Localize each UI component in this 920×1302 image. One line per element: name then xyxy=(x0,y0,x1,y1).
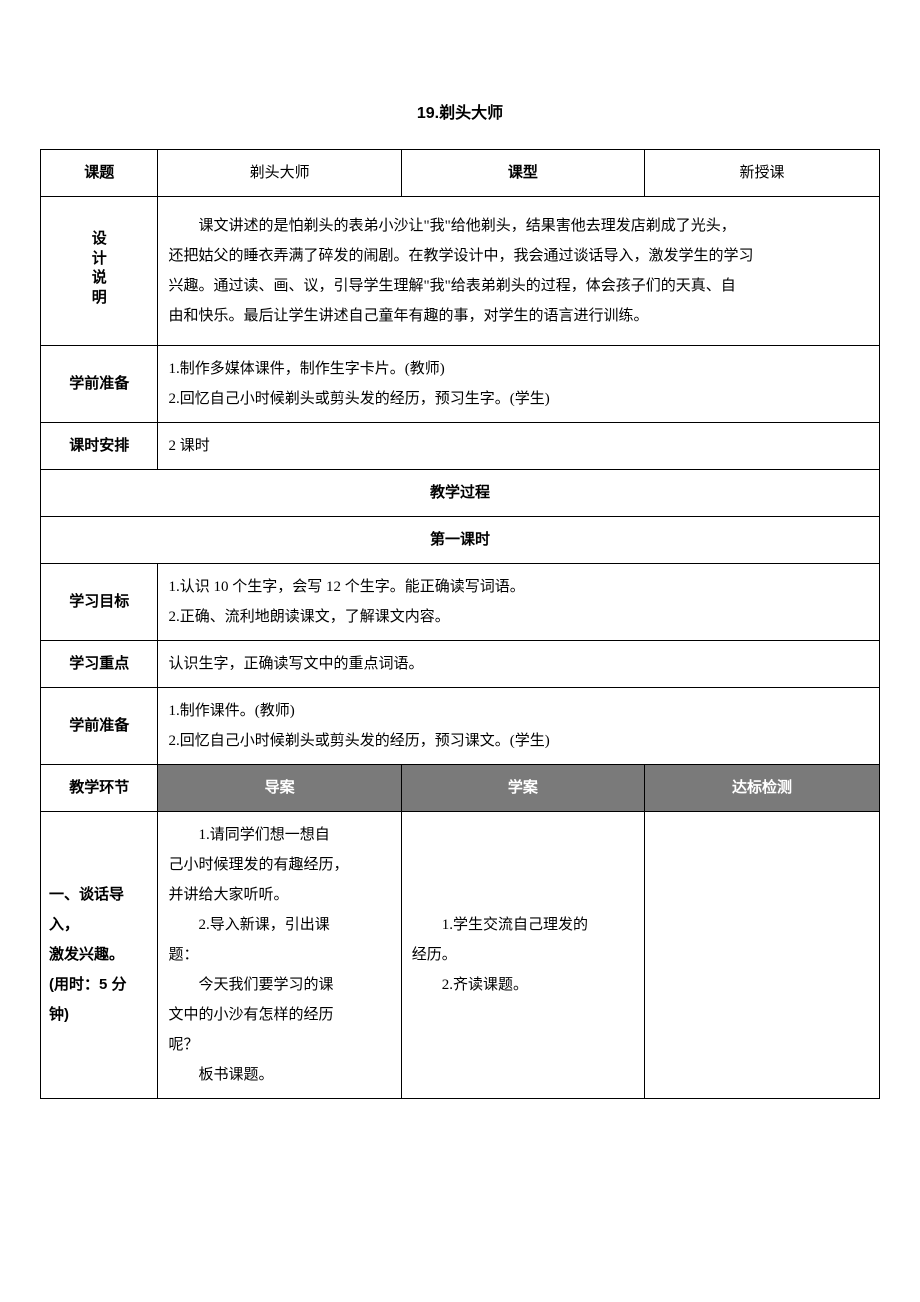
s1-label-line2: 激发兴趣。 xyxy=(49,940,147,970)
obj-line1: 1.认识 10 个生字，会写 12 个生字。能正确读写词语。 xyxy=(168,572,869,602)
prep1-line2: 2.回忆自己小时候剃头或剪头发的经历，预习生字。(学生) xyxy=(168,384,869,414)
s1-daoan-l5: 题： xyxy=(168,940,390,970)
s1-daoan-l4: 2.导入新课，引出课 xyxy=(168,910,390,940)
lesson-plan-table: 课题 剃头大师 课型 新授课 设计说明 课文讲述的是怕剃头的表弟小沙让"我"给他… xyxy=(40,149,880,1099)
preparation1-content: 1.制作多媒体课件，制作生字卡片。(教师) 2.回忆自己小时候剃头或剪头发的经历… xyxy=(158,345,880,422)
lesson-topic-label: 课题 xyxy=(41,149,158,196)
prep1-line1: 1.制作多媒体课件，制作生字卡片。(教师) xyxy=(168,354,869,384)
s1-daoan-l3: 并讲给大家听听。 xyxy=(168,880,390,910)
design-line1: 课文讲述的是怕剃头的表弟小沙让"我"给他剃头，结果害他去理发店剃成了光头， xyxy=(168,211,869,241)
s1-label-line3: (用时：5 分 xyxy=(49,970,147,1000)
objectives-content: 1.认识 10 个生字，会写 12 个生字。能正确读写词语。 2.正确、流利地朗… xyxy=(158,563,880,640)
section1-row: 一、谈话导入， 激发兴趣。 (用时：5 分 钟) 1.请同学们想一想自 己小时候… xyxy=(41,811,880,1098)
section1-dabiao xyxy=(645,811,880,1098)
preparation2-content: 1.制作课件。(教师) 2.回忆自己小时候剃头或剪头发的经历，预习课文。(学生) xyxy=(158,687,880,764)
s1-daoan-l6: 今天我们要学习的课 xyxy=(168,970,390,1000)
s1-label-line4: 钟) xyxy=(49,1000,147,1030)
s1-daoan-l7: 文中的小沙有怎样的经历 xyxy=(168,1000,390,1030)
design-label: 设计说明 xyxy=(41,196,158,345)
focus-value: 认识生字，正确读写文中的重点词语。 xyxy=(158,640,880,687)
prep2-line2: 2.回忆自己小时候剃头或剪头发的经历，预习课文。(学生) xyxy=(168,726,869,756)
preparation2-label: 学前准备 xyxy=(41,687,158,764)
process-header-row: 教学过程 xyxy=(41,469,880,516)
env-col3-label: 学案 xyxy=(401,764,644,811)
lesson-header-row: 第一课时 xyxy=(41,516,880,563)
lesson-header: 第一课时 xyxy=(41,516,880,563)
title-row: 课题 剃头大师 课型 新授课 xyxy=(41,149,880,196)
document-title: 19.剃头大师 xyxy=(40,100,880,129)
schedule-row: 课时安排 2 课时 xyxy=(41,422,880,469)
design-row: 设计说明 课文讲述的是怕剃头的表弟小沙让"我"给他剃头，结果害他去理发店剃成了光… xyxy=(41,196,880,345)
objectives-row: 学习目标 1.认识 10 个生字，会写 12 个生字。能正确读写词语。 2.正确… xyxy=(41,563,880,640)
focus-row: 学习重点 认识生字，正确读写文中的重点词语。 xyxy=(41,640,880,687)
section1-xuean: 1.学生交流自己理发的 经历。 2.齐读课题。 xyxy=(401,811,644,1098)
s1-daoan-l8: 呢？ xyxy=(168,1030,390,1060)
preparation1-row: 学前准备 1.制作多媒体课件，制作生字卡片。(教师) 2.回忆自己小时候剃头或剪… xyxy=(41,345,880,422)
schedule-value: 2 课时 xyxy=(158,422,880,469)
env-col2-label: 导案 xyxy=(158,764,401,811)
lesson-type-label: 课型 xyxy=(401,149,644,196)
env-header-row: 教学环节 导案 学案 达标检测 xyxy=(41,764,880,811)
process-header: 教学过程 xyxy=(41,469,880,516)
section1-daoan: 1.请同学们想一想自 己小时候理发的有趣经历， 并讲给大家听听。 2.导入新课，… xyxy=(158,811,401,1098)
preparation2-row: 学前准备 1.制作课件。(教师) 2.回忆自己小时候剃头或剪头发的经历，预习课文… xyxy=(41,687,880,764)
lesson-topic-value: 剃头大师 xyxy=(158,149,401,196)
s1-daoan-l2: 己小时候理发的有趣经历， xyxy=(168,850,390,880)
objectives-label: 学习目标 xyxy=(41,563,158,640)
s1-xuean-l2: 经历。 xyxy=(412,940,634,970)
obj-line2: 2.正确、流利地朗读课文，了解课文内容。 xyxy=(168,602,869,632)
env-col4-label: 达标检测 xyxy=(645,764,880,811)
s1-xuean-l1: 1.学生交流自己理发的 xyxy=(412,910,634,940)
design-line4: 由和快乐。最后让学生讲述自己童年有趣的事，对学生的语言进行训练。 xyxy=(168,301,869,331)
s1-label-line1: 一、谈话导入， xyxy=(49,880,147,940)
s1-daoan-l1: 1.请同学们想一想自 xyxy=(168,820,390,850)
s1-daoan-l9: 板书课题。 xyxy=(168,1060,390,1090)
lesson-type-value: 新授课 xyxy=(645,149,880,196)
s1-xuean-l3: 2.齐读课题。 xyxy=(412,970,634,1000)
env-col1-label: 教学环节 xyxy=(41,764,158,811)
schedule-label: 课时安排 xyxy=(41,422,158,469)
section1-label: 一、谈话导入， 激发兴趣。 (用时：5 分 钟) xyxy=(41,811,158,1098)
prep2-line1: 1.制作课件。(教师) xyxy=(168,696,869,726)
design-line3: 兴趣。通过读、画、议，引导学生理解"我"给表弟剃头的过程，体会孩子们的天真、自 xyxy=(168,271,869,301)
design-content: 课文讲述的是怕剃头的表弟小沙让"我"给他剃头，结果害他去理发店剃成了光头， 还把… xyxy=(158,196,880,345)
preparation1-label: 学前准备 xyxy=(41,345,158,422)
focus-label: 学习重点 xyxy=(41,640,158,687)
design-line2: 还把姑父的睡衣弄满了碎发的闹剧。在教学设计中，我会通过谈话导入，激发学生的学习 xyxy=(168,241,869,271)
